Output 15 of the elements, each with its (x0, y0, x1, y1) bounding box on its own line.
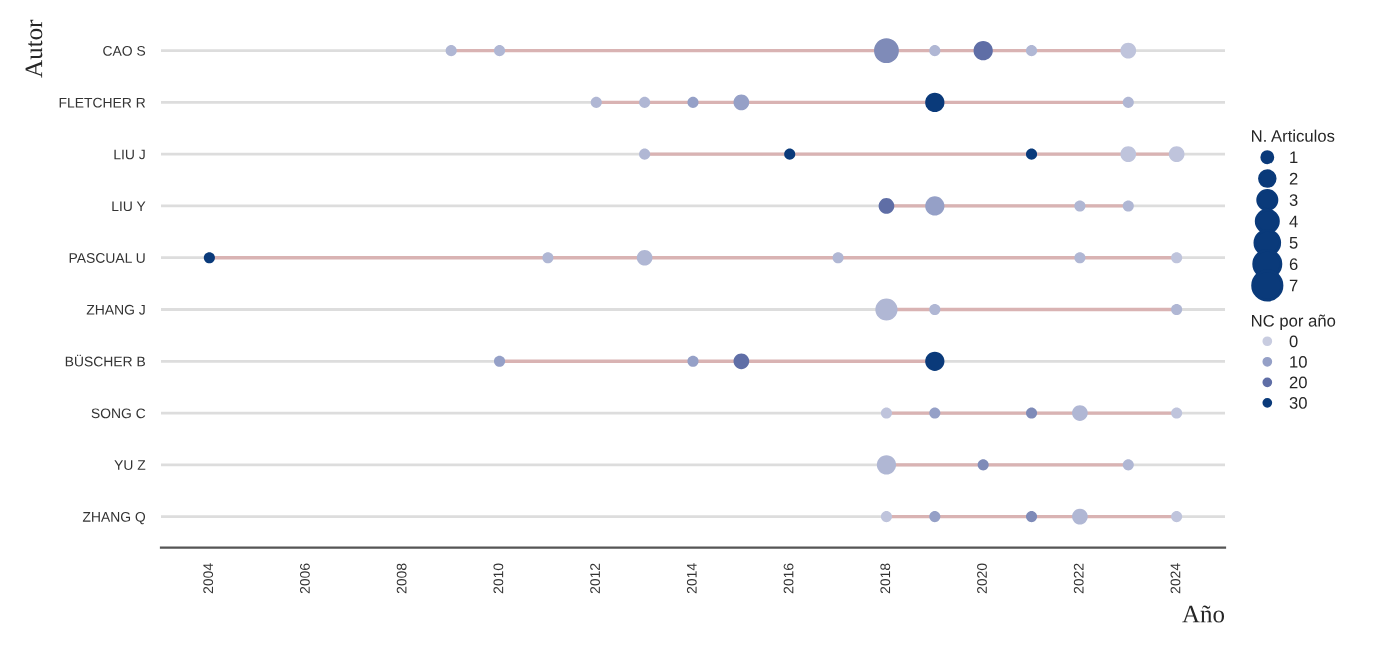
legend-label: 10 (1290, 355, 1307, 368)
legend-label: 4 (1289, 215, 1298, 228)
y-axis-title: Autor (25, 19, 43, 78)
legend-title: N. Articulos (1252, 129, 1335, 142)
legend-label: 1 (1290, 151, 1298, 164)
x-axis-title: Año (1182, 605, 1225, 623)
legend-label: 7 (1289, 279, 1298, 292)
legend-label: 0 (1289, 335, 1298, 348)
color-bar-title: NC por año (1252, 314, 1336, 330)
legend-label: 20 (1289, 376, 1307, 389)
legend-label: 6 (1289, 258, 1298, 271)
legend-label: 2 (1289, 172, 1298, 185)
legend-label: 30 (1289, 397, 1307, 409)
legend-label: 5 (1289, 237, 1298, 249)
legend-label: 3 (1289, 194, 1298, 206)
